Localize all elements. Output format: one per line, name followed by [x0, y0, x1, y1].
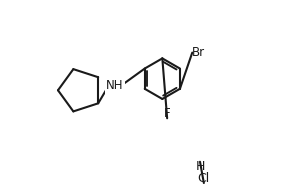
Text: NH: NH	[106, 79, 124, 92]
Text: Br: Br	[192, 46, 205, 59]
Text: F: F	[164, 107, 170, 120]
Text: H: H	[195, 160, 205, 173]
Text: Cl: Cl	[198, 172, 210, 185]
